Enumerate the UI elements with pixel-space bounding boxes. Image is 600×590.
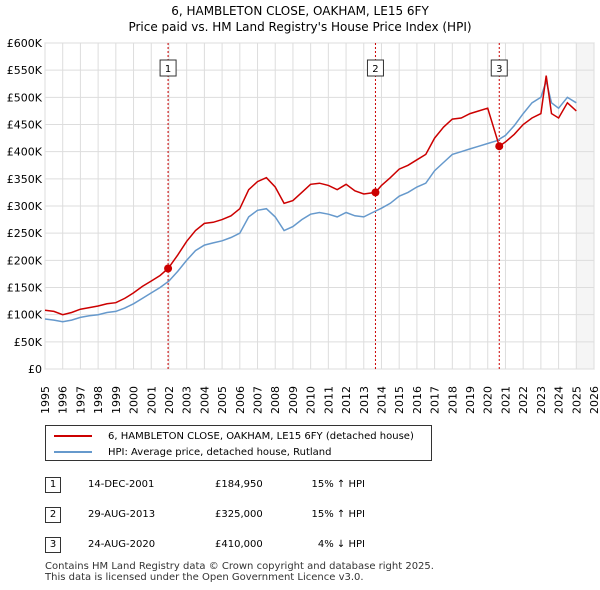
x-tick-label: 2017: [429, 386, 442, 414]
sale-point: [495, 142, 504, 151]
x-tick-label: 2007: [252, 386, 265, 414]
x-tick-label: 2012: [340, 386, 353, 414]
x-tick-label: 2015: [393, 386, 406, 414]
sale-point: [371, 188, 380, 197]
legend: 6, HAMBLETON CLOSE, OAKHAM, LE15 6FY (de…: [45, 425, 432, 461]
x-tick-label: 2021: [499, 386, 512, 414]
x-tick-label: 2008: [269, 386, 282, 414]
series-lines: [44, 75, 577, 323]
x-tick-label: 2026: [588, 386, 600, 414]
y-tick-label: £200K: [7, 254, 43, 267]
footer-line1: Contains HM Land Registry data © Crown c…: [45, 561, 434, 572]
sale-point: [164, 264, 173, 273]
footer-attribution: Contains HM Land Registry data © Crown c…: [45, 561, 434, 583]
x-tick-label: 2006: [234, 386, 247, 414]
sale-date: 29-AUG-2013: [88, 509, 156, 520]
y-tick-label: £0: [28, 363, 42, 376]
x-tick-label: 2003: [181, 386, 194, 414]
x-tick-label: 2009: [287, 386, 300, 414]
sale-hpi-change: 15% ↑ HPI: [311, 509, 365, 520]
sale-marker-badge: 2: [45, 507, 61, 523]
x-tick-label: 1996: [57, 386, 70, 414]
x-tick-label: 1997: [74, 386, 87, 414]
y-tick-label: £300K: [7, 200, 43, 213]
x-tick-label: 2011: [322, 386, 335, 414]
y-tick-label: £150K: [7, 282, 43, 295]
footer-line2: This data is licensed under the Open Gov…: [45, 572, 364, 583]
sale-row: 1 14-DEC-2001 £184,950 15% ↑ HPI: [45, 475, 465, 505]
y-tick-label: £50K: [14, 336, 43, 349]
chart-title-line1: 6, HAMBLETON CLOSE, OAKHAM, LE15 6FY: [171, 4, 429, 18]
sale-marker-label: 1: [165, 64, 171, 75]
legend-swatch-property: [54, 435, 92, 437]
sale-date: 14-DEC-2001: [88, 479, 155, 490]
x-tick-label: 2025: [570, 386, 583, 414]
y-tick-label: £450K: [7, 119, 43, 132]
sale-marker-badge: 1: [45, 477, 61, 493]
x-tick-label: 2010: [305, 386, 318, 414]
x-tick-label: 2022: [517, 386, 530, 414]
y-tick-label: £250K: [7, 227, 43, 240]
x-tick-label: 2013: [358, 386, 371, 414]
x-tick-label: 1999: [110, 386, 123, 414]
x-tick-label: 2019: [464, 386, 477, 414]
y-tick-label: £500K: [7, 91, 43, 104]
series-line: [44, 78, 577, 323]
legend-row-hpi: HPI: Average price, detached house, Rutl…: [54, 444, 331, 460]
x-tick-label: 1995: [39, 386, 52, 414]
sale-hpi-change: 4% ↓ HPI: [317, 539, 365, 550]
x-tick-label: 2001: [145, 386, 158, 414]
sale-price: £184,950: [215, 479, 263, 490]
sale-price: £410,000: [215, 539, 263, 550]
legend-label-hpi: HPI: Average price, detached house, Rutl…: [108, 446, 332, 458]
x-tick-label: 2005: [216, 386, 229, 414]
sale-marker-box: [159, 59, 177, 77]
x-tick-label: 2004: [198, 386, 211, 414]
sale-marker-badge: 3: [45, 537, 61, 553]
y-axis-ticks: £0 £50K £100K £150K £200K £250K £300K £350K £400…: [7, 37, 43, 376]
x-tick-label: 2023: [535, 386, 548, 414]
y-tick-label: £600K: [7, 37, 43, 50]
price-chart: 6, HAMBLETON CLOSE, OAKHAM, LE15 6FY Pri…: [7, 4, 600, 414]
x-tick-label: 2016: [411, 386, 424, 414]
sales-table: 1 14-DEC-2001 £184,950 15% ↑ HPI 2 29-AU…: [45, 475, 465, 565]
x-tick-label: 2000: [128, 386, 141, 414]
x-tick-label: 2002: [163, 386, 176, 414]
sale-date: 24-AUG-2020: [88, 539, 156, 550]
x-tick-label: 2020: [482, 386, 495, 414]
y-tick-label: £400K: [7, 146, 43, 159]
chart-title-line2: Price paid vs. HM Land Registry's House …: [128, 20, 471, 34]
sale-marker-box: [366, 59, 384, 77]
sale-row: 2 29-AUG-2013 £325,000 15% ↑ HPI: [45, 505, 465, 535]
x-tick-label: 2024: [553, 386, 566, 414]
sale-markers: 1 2 3: [159, 59, 508, 273]
series-line: [44, 75, 577, 316]
legend-label-property: 6, HAMBLETON CLOSE, OAKHAM, LE15 6FY (de…: [108, 430, 414, 442]
sale-marker-box: [490, 59, 508, 77]
x-tick-label: 2018: [446, 386, 459, 414]
x-tick-label: 2014: [375, 386, 388, 414]
sale-marker-label: 2: [372, 64, 378, 75]
sale-hpi-change: 15% ↑ HPI: [311, 479, 365, 490]
y-tick-label: £350K: [7, 173, 43, 186]
y-tick-label: £550K: [7, 64, 43, 77]
y-tick-label: £100K: [7, 309, 43, 322]
x-tick-label: 1998: [92, 386, 105, 414]
sale-price: £325,000: [215, 509, 263, 520]
legend-swatch-hpi: [54, 451, 92, 453]
sale-marker-label: 3: [496, 64, 502, 75]
legend-row-property: 6, HAMBLETON CLOSE, OAKHAM, LE15 6FY (de…: [54, 428, 414, 444]
sale-row: 3 24-AUG-2020 £410,000 4% ↓ HPI: [45, 535, 465, 565]
x-axis-ticks: 1995 1996 1997 1998 1999 2000 2001 2002 2003 2004…: [39, 386, 600, 414]
